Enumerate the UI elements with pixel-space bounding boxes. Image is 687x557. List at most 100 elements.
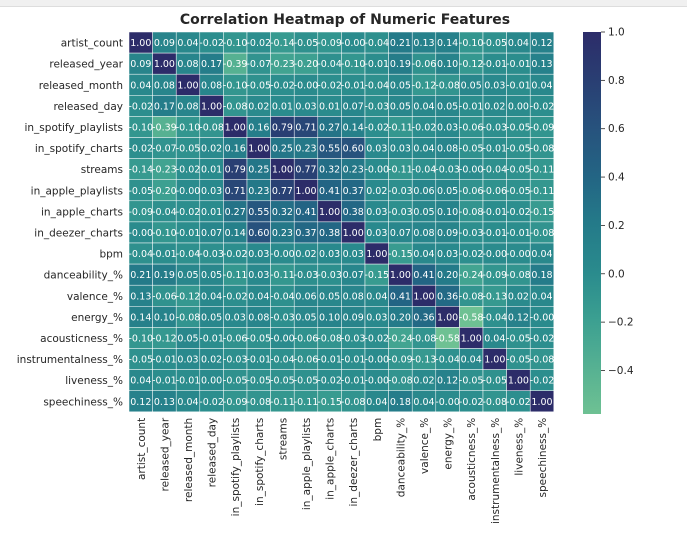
cell-value-label: 0.12: [130, 397, 151, 408]
cell-value-label: 0.07: [201, 228, 222, 239]
cell-value-label: 0.04: [248, 291, 269, 302]
cell-value-label: -0.03: [317, 270, 342, 281]
x-tick-label: valence_%: [419, 418, 431, 474]
cell-value-label: -0.02: [129, 144, 154, 155]
cell-value-label: 0.02: [413, 376, 434, 387]
y-tick-label: in_spotify_charts: [35, 143, 123, 155]
cell-value-label: 0.71: [295, 122, 316, 133]
colorbar-tick-label: −0.2: [608, 317, 634, 329]
cell-value-label: -0.00: [176, 186, 201, 197]
cell-value-label: 0.13: [154, 397, 175, 408]
cell-value-label: 1.00: [484, 355, 505, 366]
cell-value-label: -0.11: [294, 397, 319, 408]
cell-value-label: -0.09: [483, 270, 508, 281]
window-top-edge: [0, 0, 687, 7]
cell-value-label: 0.23: [295, 144, 316, 155]
cell-value-label: -0.06: [459, 122, 484, 133]
cell-value-label: 0.37: [343, 186, 364, 197]
cell-value-label: 0.10: [437, 207, 458, 218]
cell-value-label: -0.10: [129, 122, 154, 133]
cell-value-label: 0.04: [177, 397, 198, 408]
cell-value-label: 0.04: [413, 144, 434, 155]
x-tick-label: in_spotify_charts: [254, 418, 266, 506]
cell-value-label: -0.02: [365, 122, 390, 133]
cell-value-label: -0.09: [129, 207, 154, 218]
cell-value-label: -0.03: [388, 207, 413, 218]
cell-value-label: -0.03: [459, 228, 484, 239]
cell-value-label: -0.05: [247, 376, 272, 387]
cell-value-label: 0.55: [319, 144, 340, 155]
y-tick-label: artist_count: [61, 38, 123, 50]
cell-value-label: 1.00: [531, 397, 552, 408]
cell-value-label: 0.36: [413, 312, 434, 323]
cell-value-label: -0.02: [317, 80, 342, 91]
cell-value-label: 0.32: [272, 207, 293, 218]
cell-value-label: -0.02: [129, 101, 154, 112]
cell-value-label: -0.03: [294, 270, 319, 281]
cell-value-label: -0.10: [152, 228, 177, 239]
cell-value-label: 0.41: [295, 207, 316, 218]
cell-value-label: -0.00: [341, 38, 366, 49]
cell-value-label: 0.04: [130, 376, 151, 387]
chart-title: Correlation Heatmap of Numeric Features: [180, 12, 510, 28]
cell-value-label: -0.14: [129, 165, 154, 176]
cell-value-label: -0.02: [199, 38, 224, 49]
cell-value-label: -0.01: [341, 376, 366, 387]
y-tick-label: released_year: [49, 59, 123, 71]
cell-value-label: 0.38: [343, 207, 364, 218]
cell-value-label: -0.08: [435, 80, 460, 91]
x-tick-label: acousticness_%: [466, 418, 478, 501]
cell-value-label: -0.08: [530, 144, 555, 155]
cell-value-label: -0.10: [223, 80, 248, 91]
cell-value-label: -0.00: [270, 249, 295, 260]
cell-value-label: -0.01: [483, 207, 508, 218]
cell-value-label: 1.00: [154, 59, 175, 70]
cell-value-label: 1.00: [413, 291, 434, 302]
cell-value-label: 0.05: [413, 207, 434, 218]
cell-value-label: -0.09: [223, 397, 248, 408]
cell-value-label: 0.14: [437, 38, 458, 49]
cell-value-label: 0.07: [343, 270, 364, 281]
cell-value-label: -0.15: [317, 397, 342, 408]
cell-value-label: 1.00: [508, 376, 529, 387]
cell-value-label: -0.20: [294, 59, 319, 70]
cell-value-label: 0.60: [343, 144, 364, 155]
cell-value-label: 0.03: [437, 249, 458, 260]
cell-value-label: -0.03: [341, 333, 366, 344]
cell-value-label: 0.06: [295, 291, 316, 302]
cell-value-label: 0.12: [508, 312, 529, 323]
cell-value-label: 0.03: [366, 207, 387, 218]
cell-value-label: 0.05: [390, 80, 411, 91]
cell-value-label: -0.01: [176, 376, 201, 387]
cell-value-label: 0.71: [225, 186, 246, 197]
cell-value-label: -0.04: [483, 165, 508, 176]
cell-value-label: 0.41: [319, 186, 340, 197]
x-tick-label: danceability_%: [395, 418, 407, 497]
cell-value-label: -0.01: [152, 249, 177, 260]
x-tick-label: released_month: [183, 418, 195, 502]
cell-value-label: -0.00: [365, 165, 390, 176]
cell-value-label: -0.02: [530, 101, 555, 112]
cell-value-label: 0.05: [201, 270, 222, 281]
cell-value-label: -0.03: [223, 355, 248, 366]
cell-value-label: 0.37: [295, 228, 316, 239]
cell-value-label: -0.04: [270, 355, 295, 366]
cell-value-label: 0.04: [413, 101, 434, 112]
y-tick-label: in_spotify_playlists: [24, 122, 123, 134]
cell-value-label: 1.00: [177, 80, 198, 91]
cell-value-label: -0.00: [435, 397, 460, 408]
y-tick-label: in_apple_playlists: [31, 185, 123, 197]
cell-value-label: 0.19: [154, 270, 175, 281]
cell-value-label: 0.03: [295, 101, 316, 112]
cell-value-label: 0.01: [319, 101, 340, 112]
cell-value-label: -0.05: [483, 38, 508, 49]
cell-value-label: 0.23: [343, 165, 364, 176]
cell-value-label: 0.41: [413, 270, 434, 281]
cell-value-label: 0.18: [390, 397, 411, 408]
cell-value-label: 0.21: [130, 270, 151, 281]
cell-value-label: 0.25: [272, 144, 293, 155]
y-tick-label: in_deezer_charts: [34, 227, 123, 239]
cell-value-label: 1.00: [248, 144, 269, 155]
cell-value-label: 0.03: [437, 122, 458, 133]
cell-value-label: -0.02: [317, 376, 342, 387]
